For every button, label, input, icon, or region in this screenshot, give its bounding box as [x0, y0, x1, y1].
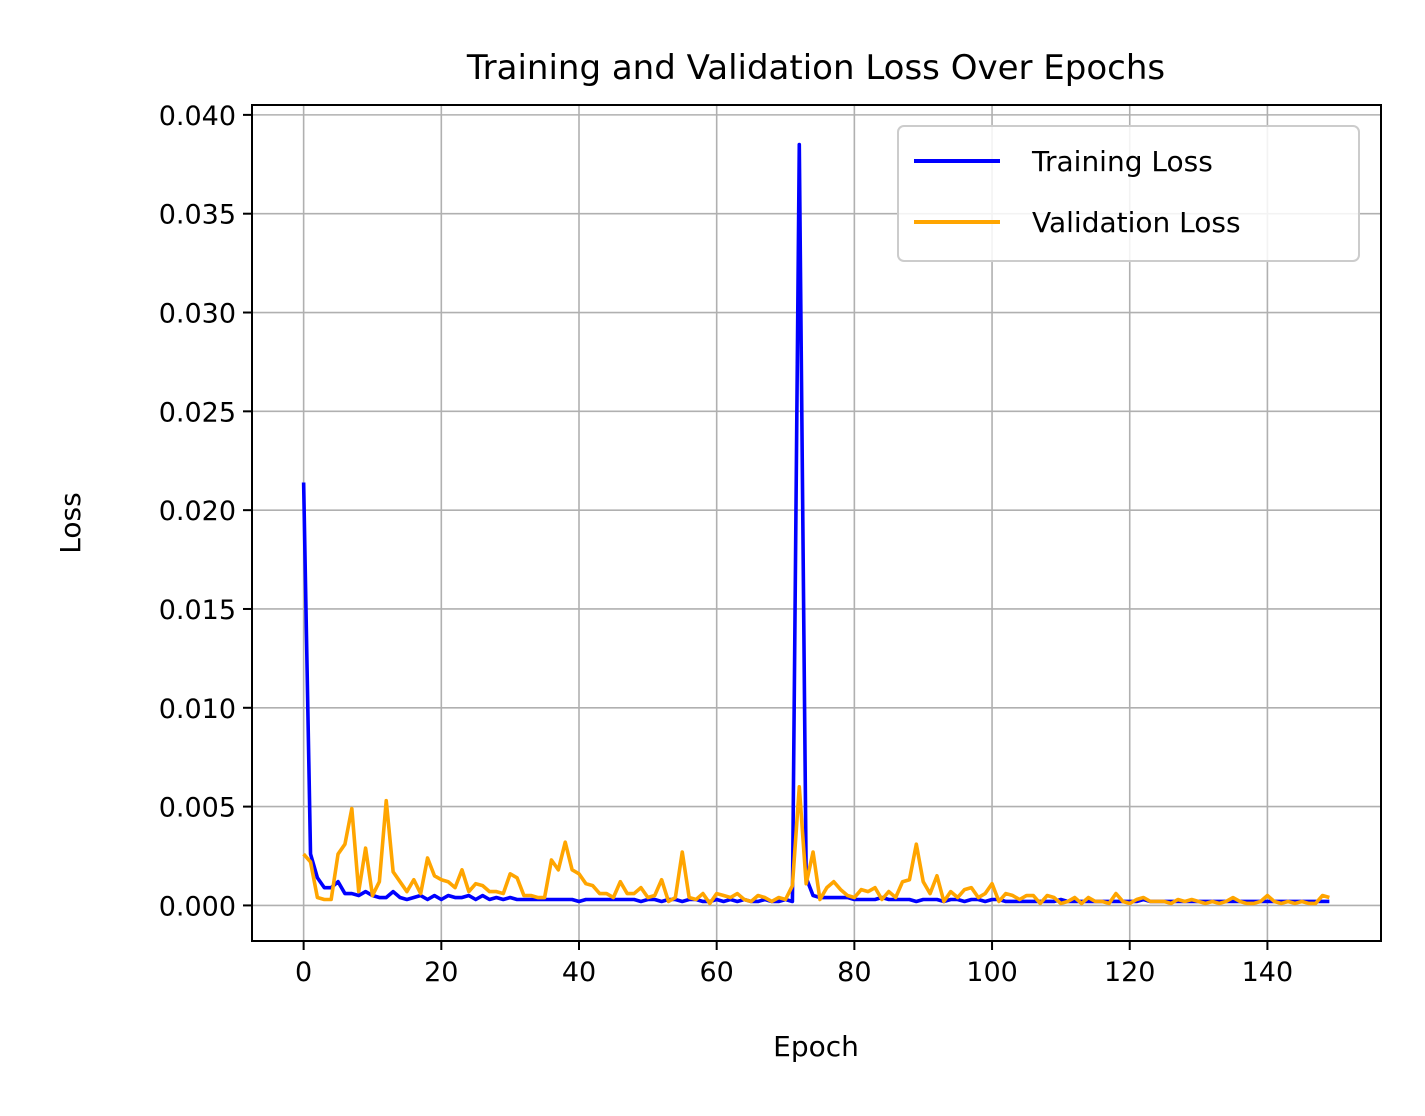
x-tick-label: 40	[562, 957, 596, 988]
x-tick-label: 20	[424, 957, 458, 988]
x-tick-label: 100	[966, 957, 1018, 988]
y-axis-label: Loss	[54, 492, 87, 553]
x-tick-label: 140	[1242, 957, 1294, 988]
x-axis-label: Epoch	[773, 1030, 859, 1063]
plot-frame	[251, 104, 1382, 942]
legend-training-label: Training Loss	[1031, 145, 1213, 178]
series-layer	[301, 142, 1330, 906]
y-axis-ticks: 0.000 0.005 0.010 0.015 0.020 0.025 0.030 0.035…	[159, 101, 252, 922]
validation-loss-line	[302, 785, 1330, 906]
y-tick-label: 0.000	[159, 891, 236, 922]
y-tick-label: 0.010	[159, 694, 236, 725]
legend: Training Loss Validation Loss	[897, 125, 1360, 262]
x-tick-label: 60	[700, 957, 734, 988]
x-tick-label: 120	[1104, 957, 1156, 988]
y-tick-label: 0.020	[159, 496, 236, 527]
y-tick-label: 0.030	[159, 299, 236, 330]
y-tick-label: 0.005	[159, 793, 236, 824]
legend-validation-label: Validation Loss	[1032, 206, 1241, 239]
y-tick-label: 0.025	[159, 397, 236, 428]
x-tick-label: 80	[837, 957, 871, 988]
y-tick-label: 0.040	[159, 101, 236, 132]
x-tick-label: 0	[295, 957, 312, 988]
x-axis-ticks: 0 20 40 60 80 100 120 140	[295, 941, 1293, 988]
y-tick-label: 0.015	[159, 595, 236, 626]
y-tick-label: 0.035	[159, 200, 236, 231]
chart-title: Training and Validation Loss Over Epochs	[466, 48, 1165, 88]
legend-box	[897, 125, 1360, 262]
